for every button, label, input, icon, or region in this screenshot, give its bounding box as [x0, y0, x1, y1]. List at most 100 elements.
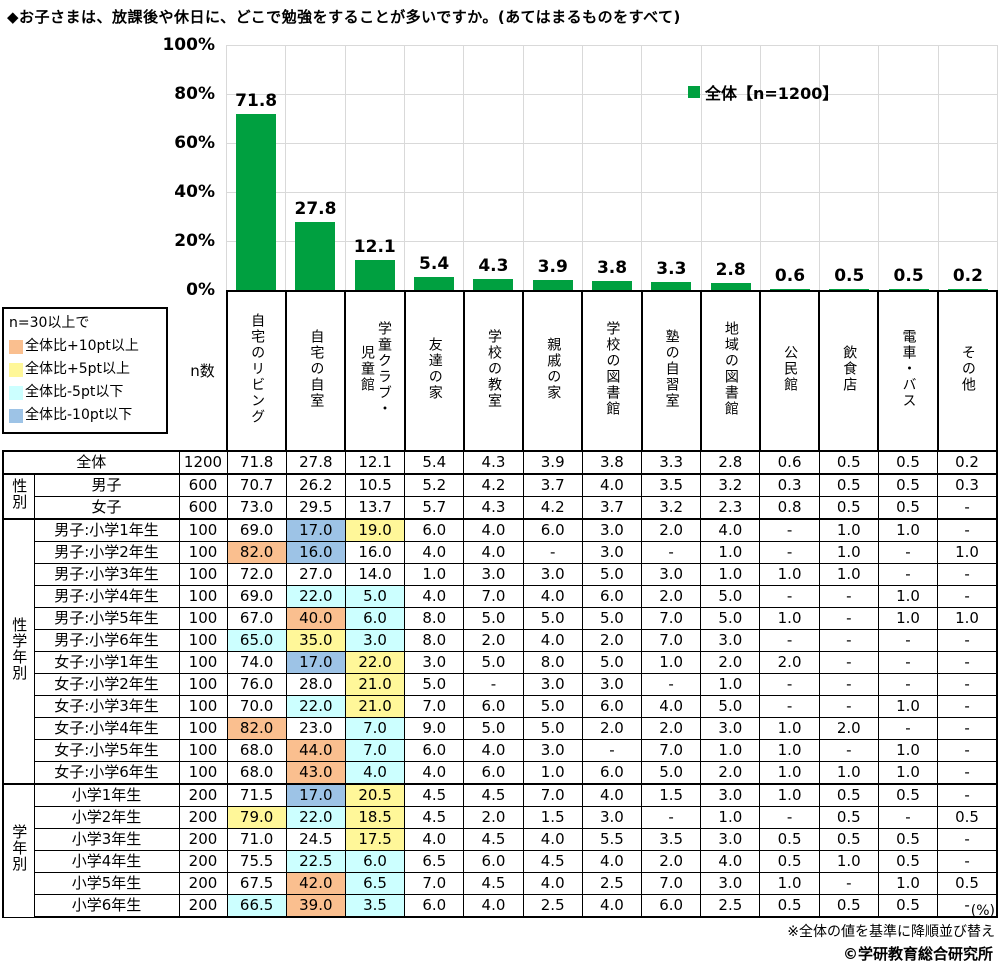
row-group-label-text: 学年別	[10, 823, 29, 872]
table-cell: 22.0	[285, 695, 346, 718]
table-cell: 3.0	[463, 563, 524, 586]
table-cell: 22.0	[285, 585, 346, 608]
table-cell: 43.0	[285, 761, 346, 785]
table-cell: 6.0	[641, 894, 702, 918]
column-header-text: 学童クラブ・ 児童館	[359, 321, 393, 417]
table-cell: 4.0	[404, 761, 465, 785]
table-cell: 3.5	[344, 894, 406, 918]
table-cell: 67.0	[226, 607, 287, 630]
table-cell: 42.0	[285, 872, 346, 895]
n-value: 100	[178, 695, 228, 718]
chart-column: 3.9	[524, 45, 583, 290]
table-cell: 5.2	[404, 473, 465, 497]
table-cell: 5.0	[581, 651, 643, 674]
bar-value-label: 27.8	[294, 199, 337, 219]
table-cell: 13.7	[344, 496, 406, 520]
table-cell: 27.8	[285, 450, 346, 475]
row-label: 女子:小学2年生	[33, 673, 180, 696]
table-cell: 1.0	[700, 739, 761, 762]
table-cell: 4.5	[463, 872, 524, 895]
table-cell: 23.0	[285, 717, 346, 740]
gridline	[227, 94, 998, 95]
table-cell: -	[759, 673, 820, 696]
legend-color-swatch	[9, 408, 23, 423]
legend-color-swatch	[9, 339, 23, 354]
table-cell: 2.5	[700, 894, 761, 918]
row-group-label-text: 性学年別	[10, 616, 29, 681]
table-cell: 3.2	[641, 496, 702, 520]
sort-note: ※全体の値を基準に降順並び替え	[787, 924, 995, 940]
table-cell: 7.0	[641, 739, 702, 762]
bar	[236, 114, 277, 290]
bar-value-label: 3.8	[596, 258, 628, 278]
table-cell: -	[937, 894, 999, 918]
table-cell: 4.0	[581, 783, 643, 807]
table-cell: 3.7	[522, 473, 583, 497]
bar-value-label: 5.4	[419, 254, 450, 274]
table-row: 女子:小学2年生 100 76.0 28.0 21.0 5.0-3.0 3.0-1.0- - -…	[3, 673, 999, 696]
n-value: 100	[178, 739, 228, 762]
column-header: 公民館	[758, 290, 821, 452]
table-cell: -	[937, 518, 999, 542]
bar-value-label: 0.5	[834, 266, 865, 286]
n-value: 200	[178, 806, 228, 829]
table-cell: 4.3	[463, 496, 524, 520]
n-value: 600	[178, 473, 228, 497]
n-value: 100	[178, 717, 228, 740]
table-cell: 4.0	[700, 518, 761, 542]
y-axis-tick-label: 40%	[174, 182, 215, 202]
row-group-label: 性学年別	[2, 518, 35, 785]
table-cell: 71.8	[226, 450, 287, 475]
table-cell: 1.0	[877, 695, 939, 718]
table-cell: 17.0	[285, 783, 346, 807]
table-cell: 4.0	[404, 585, 465, 608]
column-header-text: 学校の教室	[485, 329, 502, 409]
table-cell: 1.0	[818, 761, 879, 785]
column-header-text: その他	[959, 345, 976, 393]
table-cell: 3.0	[344, 629, 406, 652]
table-cell: 5.5	[581, 828, 643, 851]
table-cell: -	[641, 541, 702, 564]
n-value: 100	[178, 673, 228, 696]
column-header-row: n数 自宅のリビング 自宅の自室 学童クラブ・ 児童館 友達の家 学校の教室 親戚の家 学校の…	[3, 290, 999, 452]
table-cell: 8.0	[404, 629, 465, 652]
table-row: 小学6年生 200 66.5 39.0 3.5 6.0 4.0 2.5 4.0 6.0 2.5 0.5…	[3, 894, 999, 918]
column-header: 学童クラブ・ 児童館	[344, 290, 406, 452]
table-cell: 14.0	[344, 563, 406, 586]
table-cell: 0.5	[877, 450, 939, 475]
legend-item-label: 全体比+10pt以上	[25, 338, 139, 354]
legend-item-label: 全体比-5pt以下	[25, 384, 124, 400]
legend-item-label: 全体比-10pt以下	[25, 407, 133, 423]
chart-column: 4.3	[464, 45, 524, 290]
row-label: 男子:小学3年生	[33, 563, 180, 586]
table-cell: 4.0	[344, 761, 406, 785]
table-cell: 6.0	[404, 894, 465, 918]
table-cell: -	[759, 541, 820, 564]
table-cell: -	[937, 673, 999, 696]
n-value: 100	[178, 563, 228, 586]
table-cell: 1.5	[641, 783, 702, 807]
table-cell: 0.5	[937, 806, 999, 829]
table-cell: 3.0	[700, 717, 761, 740]
table-cell: 66.5	[226, 894, 287, 918]
table-cell: 10.5	[344, 473, 406, 497]
table-row: 小学2年生 200 79.0 22.0 18.5 4.5 2.0 1.5 3.0-1.0-0.5…	[3, 806, 999, 829]
row-label: 男子:小学2年生	[33, 541, 180, 564]
table-cell: -	[818, 585, 879, 608]
column-header-text: 友達の家	[426, 337, 443, 401]
table-cell: 3.0	[641, 563, 702, 586]
table-cell: 6.0	[463, 761, 524, 785]
table-cell: 7.0	[463, 585, 524, 608]
table-cell: 4.0	[522, 585, 583, 608]
table-cell: 21.0	[344, 673, 406, 696]
row-label: 小学1年生	[33, 783, 180, 807]
table-cell: 2.3	[700, 496, 761, 520]
row-group-label-text: 性別	[10, 477, 29, 510]
table-cell: -	[877, 717, 939, 740]
row-label: 男子:小学5年生	[33, 607, 180, 630]
table-cell: 71.0	[226, 828, 287, 851]
column-header: 自宅の自室	[285, 290, 347, 452]
column-header-text: 学校の図書館	[604, 321, 621, 417]
y-axis-tick-label: 60%	[174, 133, 215, 153]
table-cell: 1.0	[877, 872, 939, 895]
